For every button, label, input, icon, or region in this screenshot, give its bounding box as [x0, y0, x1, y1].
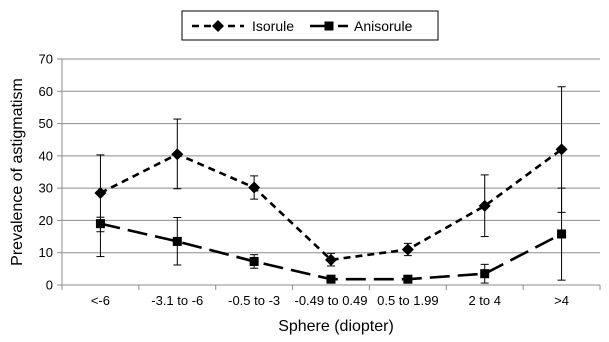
isorule-point [478, 199, 491, 212]
legend-label-isorule: Isorule [252, 18, 294, 34]
y-tick-label: 60 [39, 84, 53, 99]
isorule-point [171, 148, 184, 161]
anisorule-point [403, 274, 413, 284]
y-tick-label: 20 [39, 213, 53, 228]
anisorule-point [326, 274, 336, 284]
x-tick-label: 0.5 to 1.99 [377, 293, 438, 308]
y-tick-label: 40 [39, 148, 53, 163]
legend-marker-isorule [212, 20, 224, 32]
legend-marker-anisorule [324, 21, 334, 31]
x-axis-title: Sphere (diopter) [278, 318, 394, 335]
isorule-point [401, 243, 414, 256]
y-tick-label: 0 [46, 278, 53, 293]
y-tick-label: 30 [39, 181, 53, 196]
anisorule-point [249, 256, 259, 266]
data-markers [94, 143, 568, 284]
isorule-point [94, 186, 107, 199]
axes [57, 58, 601, 290]
isorule-point [325, 253, 337, 266]
y-tick-label: 70 [39, 52, 53, 67]
legend-label-anisorule: Anisorule [354, 18, 413, 34]
x-tick-label: >4 [554, 293, 569, 308]
x-tick-label: <-6 [91, 293, 110, 308]
y-axis-title: Prevalence of astigmatism [9, 78, 26, 266]
anisorule-point [172, 236, 182, 246]
x-tick-label: 2 to 4 [468, 293, 501, 308]
anisorule-point [557, 229, 567, 239]
anisorule-series-line [100, 222, 563, 281]
anisorule-point [480, 269, 490, 279]
x-tick-label: -0.49 to 0.49 [295, 293, 368, 308]
anisorule-point [95, 219, 105, 229]
error-bars [96, 86, 566, 284]
legend: Isorule Anisorule [181, 10, 439, 41]
isorule-series-line [99, 148, 563, 262]
y-tick-label: 10 [39, 245, 53, 260]
isorule-point [555, 143, 568, 156]
x-tick-label: -0.5 to -3 [228, 293, 280, 308]
tick-labels: 0 10 20 30 40 50 60 70 <-6 -3.1 to -6 -0.5 to -3 -0… [39, 52, 569, 309]
grid [62, 58, 600, 254]
y-tick-label: 50 [39, 116, 53, 131]
isorule-point [248, 181, 261, 194]
x-tick-label: -3.1 to -6 [151, 293, 203, 308]
